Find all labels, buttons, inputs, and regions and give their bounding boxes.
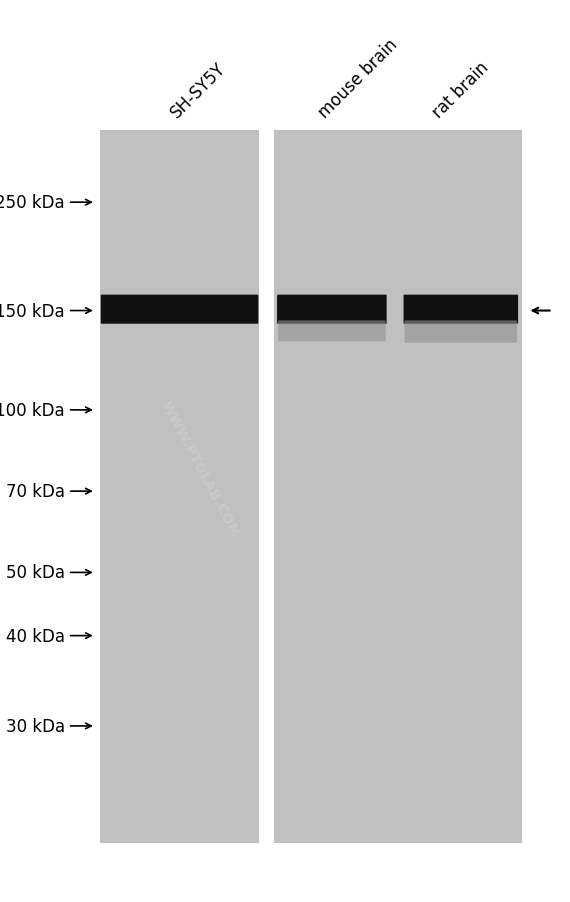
Bar bbox=[100, 131, 259, 843]
Text: 40 kDa: 40 kDa bbox=[6, 627, 65, 645]
Text: 50 kDa: 50 kDa bbox=[6, 564, 65, 582]
Text: 70 kDa: 70 kDa bbox=[6, 483, 65, 501]
FancyBboxPatch shape bbox=[101, 295, 258, 325]
FancyBboxPatch shape bbox=[278, 321, 386, 342]
Text: 150 kDa: 150 kDa bbox=[0, 302, 65, 320]
Text: rat brain: rat brain bbox=[429, 59, 492, 122]
FancyBboxPatch shape bbox=[404, 295, 518, 325]
Text: mouse brain: mouse brain bbox=[315, 36, 401, 122]
FancyBboxPatch shape bbox=[277, 295, 386, 325]
FancyBboxPatch shape bbox=[405, 321, 517, 344]
Text: WWW.PTGLAB.COM: WWW.PTGLAB.COM bbox=[157, 399, 242, 539]
Text: 100 kDa: 100 kDa bbox=[0, 401, 65, 419]
Text: 30 kDa: 30 kDa bbox=[6, 717, 65, 735]
Text: SH-SY5Y: SH-SY5Y bbox=[167, 60, 229, 122]
Bar bbox=[274, 131, 522, 843]
Text: 250 kDa: 250 kDa bbox=[0, 194, 65, 212]
